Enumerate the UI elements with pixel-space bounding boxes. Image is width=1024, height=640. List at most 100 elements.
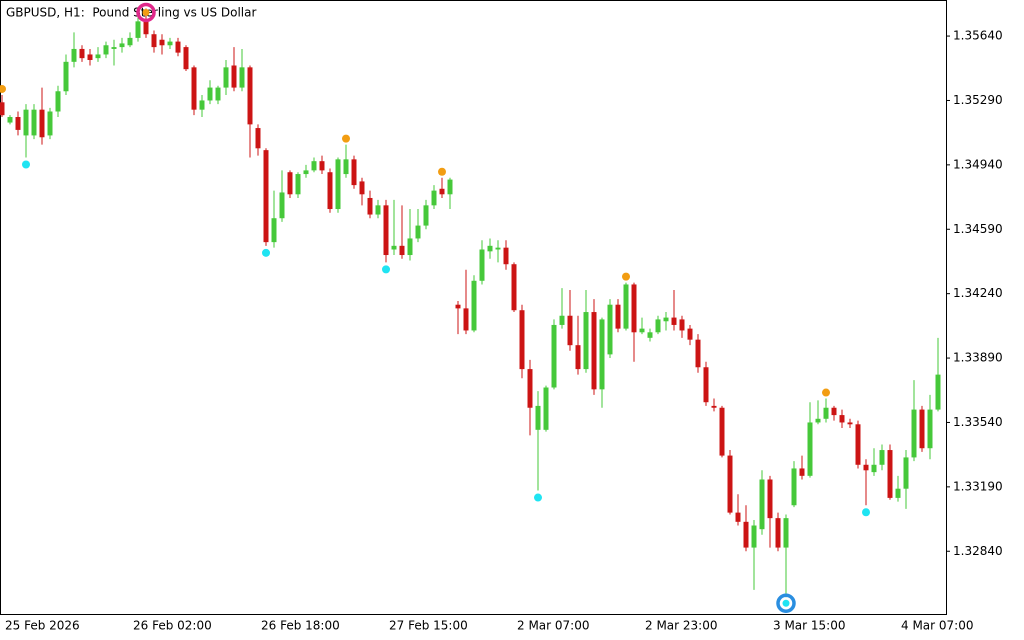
- candle-body: [63, 61, 69, 92]
- candle-body: [231, 65, 237, 88]
- candle-body: [543, 387, 549, 430]
- candle-body: [279, 192, 285, 219]
- candle-body: [175, 41, 181, 53]
- y-tick-label: 1.34940: [953, 157, 1003, 171]
- candle-body: [839, 415, 845, 423]
- candle-body: [679, 319, 685, 331]
- candle-body: [103, 45, 109, 55]
- candle-body: [375, 205, 381, 215]
- candle-body: [439, 188, 445, 195]
- candle-body: [7, 117, 13, 123]
- candle-body: [71, 48, 77, 62]
- candle-body: [615, 304, 621, 329]
- candle-body: [335, 159, 341, 210]
- candle-body: [639, 328, 645, 333]
- up-marker: [438, 167, 446, 176]
- x-tick-label: 27 Feb 15:00: [389, 619, 468, 633]
- x-tick-label: 4 Mar 07:00: [901, 619, 974, 633]
- candle-body: [519, 310, 525, 370]
- candle-body: [823, 407, 829, 419]
- candle-body: [311, 161, 317, 171]
- candle-body: [135, 21, 141, 38]
- candle-body: [855, 424, 861, 465]
- x-tick-label: 2 Mar 07:00: [517, 619, 590, 633]
- candle-body: [647, 332, 653, 338]
- y-tick-label: 1.33540: [953, 415, 1003, 429]
- candle-body: [863, 464, 869, 471]
- candle-body: [0, 102, 5, 116]
- candle-body: [831, 407, 837, 416]
- candle-body: [487, 245, 493, 252]
- candle-body: [919, 409, 925, 449]
- candle-body: [511, 264, 517, 311]
- candle-body: [703, 367, 709, 403]
- candle-body: [719, 407, 725, 456]
- down-marker: [862, 508, 870, 517]
- candle-body: [583, 312, 589, 370]
- candle-body: [255, 128, 261, 149]
- up-marker: [0, 84, 6, 93]
- y-tick-label: 1.33890: [953, 351, 1003, 365]
- candle-body: [199, 100, 205, 110]
- x-tick-label: 2 Mar 23:00: [645, 619, 718, 633]
- candle-body: [207, 87, 213, 101]
- up-marker: [822, 388, 830, 397]
- candle-body: [183, 47, 189, 70]
- candle-body: [295, 174, 301, 195]
- low-ring: [776, 593, 796, 614]
- candle-body: [31, 109, 37, 136]
- candle-body: [727, 455, 733, 513]
- candle-body: [151, 34, 157, 48]
- candles: [0, 2, 941, 614]
- down-marker: [262, 248, 270, 257]
- candle-body: [223, 67, 229, 88]
- candle-body: [47, 111, 53, 136]
- candle-body: [159, 39, 165, 46]
- candle-body: [327, 172, 333, 210]
- y-tick-label: 1.32840: [953, 544, 1003, 558]
- candle-body: [479, 249, 485, 281]
- candle-body: [359, 181, 365, 195]
- y-tick-label: 1.34240: [953, 286, 1003, 300]
- candle-body: [127, 37, 133, 46]
- candle-body: [287, 172, 293, 195]
- candle-body: [495, 247, 501, 250]
- candle-body: [879, 450, 885, 465]
- candle-body: [367, 197, 373, 215]
- candle-body: [271, 218, 277, 243]
- high-ring-dot: [142, 8, 150, 16]
- down-marker: [382, 265, 390, 274]
- candle-body: [415, 225, 421, 239]
- candle-body: [399, 245, 405, 256]
- candle-body: [847, 422, 853, 425]
- candle-body: [191, 67, 197, 110]
- candle-body: [87, 54, 93, 60]
- candle-body: [935, 374, 941, 410]
- candle-body: [607, 304, 613, 355]
- candle-body: [23, 109, 29, 136]
- candle-body: [431, 190, 437, 206]
- candle-body: [551, 324, 557, 388]
- candle-body: [247, 67, 253, 125]
- candle-body: [671, 317, 677, 325]
- candle-body: [807, 422, 813, 476]
- candle-body: [783, 518, 789, 548]
- candle-body: [767, 479, 773, 519]
- x-tick-label: 26 Feb 18:00: [261, 619, 340, 633]
- candle-body: [527, 369, 533, 408]
- candle-body: [535, 405, 541, 430]
- candle-body: [911, 409, 917, 458]
- candle-body: [407, 238, 413, 256]
- candle-body: [759, 479, 765, 530]
- candle-body: [239, 67, 245, 88]
- candle-body: [503, 247, 509, 265]
- candle-body: [391, 245, 397, 250]
- up-marker: [342, 134, 350, 143]
- candle-body: [575, 345, 581, 370]
- candle-body: [79, 48, 85, 59]
- down-marker: [22, 160, 30, 169]
- candle-body: [903, 457, 909, 489]
- low-ring-dot: [782, 599, 790, 607]
- candle-body: [655, 319, 661, 333]
